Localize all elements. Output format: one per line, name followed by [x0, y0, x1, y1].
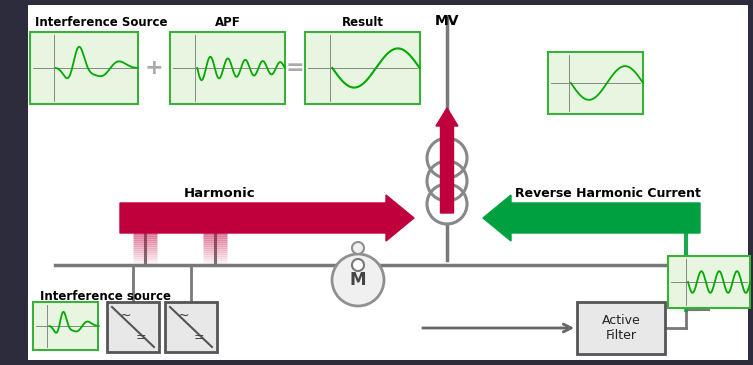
- Text: Active
Filter: Active Filter: [602, 314, 640, 342]
- Text: =: =: [285, 58, 304, 78]
- Text: +: +: [145, 58, 163, 78]
- Circle shape: [352, 259, 364, 271]
- Text: =: =: [136, 331, 146, 345]
- Text: Interference source: Interference source: [40, 290, 171, 303]
- Text: Interference Source: Interference Source: [35, 16, 167, 29]
- Text: ~: ~: [120, 309, 131, 323]
- FancyArrow shape: [436, 108, 458, 213]
- FancyArrow shape: [483, 195, 700, 241]
- Bar: [165, 302, 217, 352]
- Text: =: =: [194, 331, 204, 345]
- Bar: [30, 32, 138, 104]
- Text: APF: APF: [215, 16, 240, 29]
- Circle shape: [332, 254, 384, 306]
- Text: Reverse Harmonic Current: Reverse Harmonic Current: [515, 187, 701, 200]
- Bar: [577, 302, 665, 354]
- Text: Harmonic: Harmonic: [184, 187, 256, 200]
- Bar: [107, 302, 159, 352]
- Text: MV: MV: [434, 14, 459, 28]
- Circle shape: [352, 242, 364, 254]
- FancyArrow shape: [120, 195, 414, 241]
- Text: Result: Result: [342, 16, 383, 29]
- Bar: [668, 256, 750, 308]
- Text: M: M: [349, 271, 366, 289]
- Bar: [33, 302, 98, 350]
- Bar: [548, 52, 643, 114]
- Bar: [170, 32, 285, 104]
- Text: ~: ~: [178, 309, 189, 323]
- Bar: [305, 32, 420, 104]
